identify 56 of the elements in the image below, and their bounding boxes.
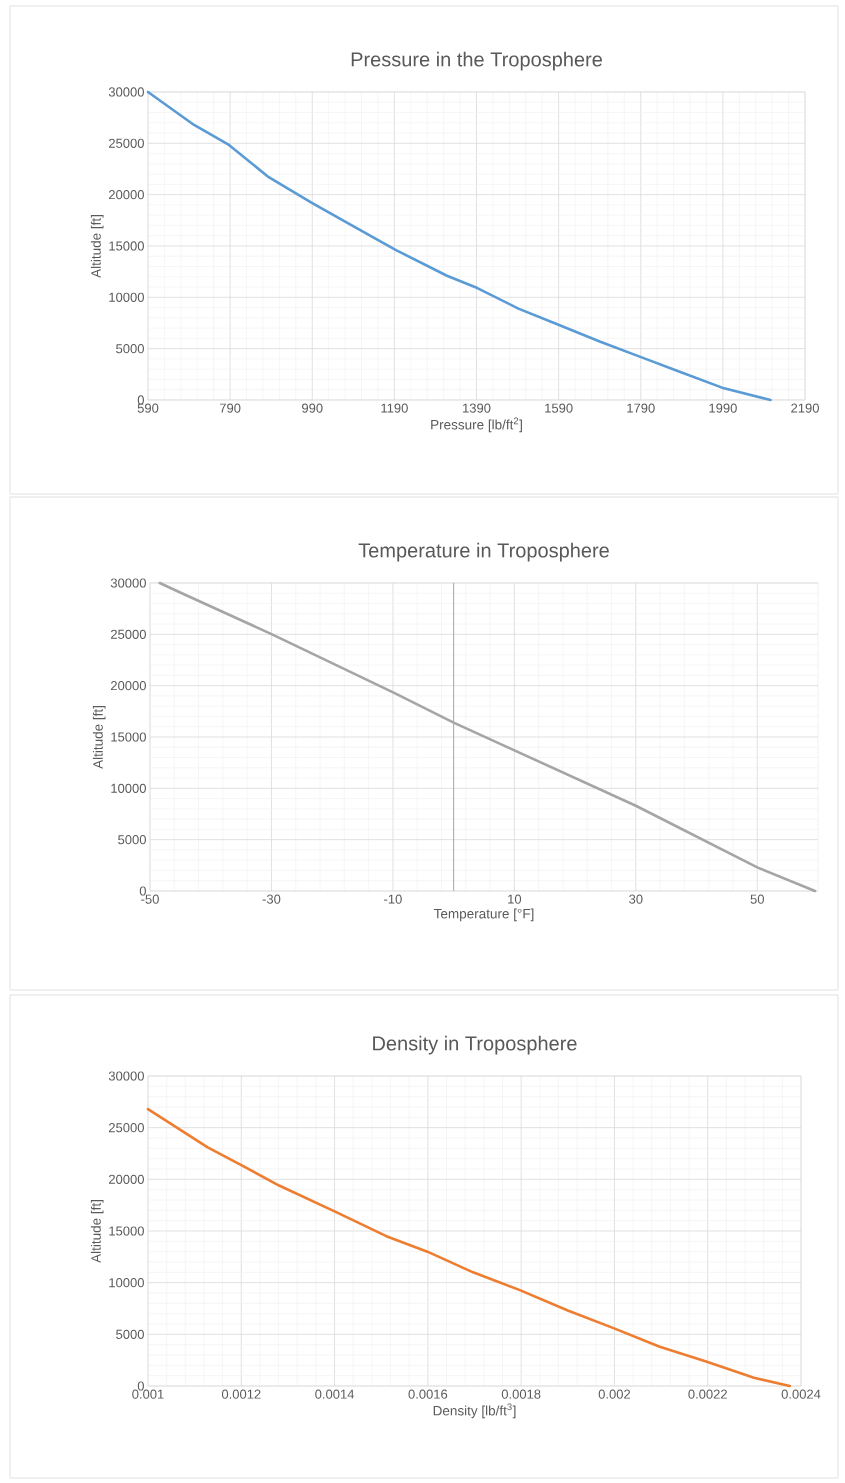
x-axis-title: Temperature [°F]: [433, 908, 534, 922]
y-tick-label: 30000: [108, 1071, 144, 1081]
x-tick-label: 0.001: [132, 1389, 164, 1399]
chart-title: Pressure in the Troposphere: [351, 51, 602, 71]
x-tick-label: -30: [262, 894, 281, 904]
x-tick-label: 0.002: [598, 1389, 631, 1399]
y-tick-label: 0: [137, 1381, 144, 1391]
y-tick-label: 20000: [108, 190, 144, 200]
line-series: [146, 90, 772, 402]
x-tick-label: 0.0022: [688, 1389, 727, 1399]
x-tick-label: 1390: [463, 403, 491, 413]
x-axis-title: Pressure [lb/ft$^{2}$]: [431, 417, 522, 433]
y-tick-label: 20000: [110, 681, 146, 691]
y-tick-label: 15000: [109, 1226, 144, 1236]
y-tick-label: 0: [139, 886, 146, 896]
x-tick-label: 0.0018: [501, 1389, 541, 1399]
x-tick-label: 1590: [545, 403, 573, 413]
y-axis-title: Altitude [ft]: [92, 706, 106, 769]
y-tick-label: 10000: [111, 783, 146, 793]
x-tick-label: 0.0016: [408, 1389, 448, 1399]
x-tick-label: 0.0024: [781, 1389, 821, 1399]
x-tick-label: 1190: [381, 403, 408, 413]
x-tick-label: 50: [750, 894, 764, 904]
x-axis-title: Density [lb/ft$^{3}$]: [433, 1403, 516, 1419]
x-tick-label: 10: [508, 894, 522, 904]
y-tick-label: 5000: [116, 1329, 144, 1339]
y-tick-label: 30000: [108, 87, 144, 97]
line-series: [158, 581, 817, 893]
y-tick-label: 30000: [110, 578, 146, 588]
y-tick-label: 25000: [108, 138, 144, 148]
y-tick-label: 0: [137, 395, 144, 405]
x-tick-label: 590: [137, 403, 159, 413]
y-tick-label: 25000: [108, 1123, 144, 1133]
chart-title: Density in Troposphere: [373, 1035, 577, 1055]
x-tick-label: 0.0012: [221, 1389, 261, 1399]
x-tick-label: 1790: [627, 403, 655, 413]
x-tick-label: 30: [629, 894, 643, 904]
x-tick-label: 990: [302, 403, 323, 413]
chart-title: Temperature in Troposphere: [358, 542, 609, 562]
y-tick-label: 5000: [118, 835, 146, 845]
x-tick-label: 2190: [791, 403, 819, 413]
y-axis-title: Altitude [ft]: [90, 1200, 104, 1263]
y-tick-label: 10000: [109, 1278, 144, 1288]
line-series: [146, 1107, 792, 1388]
x-tick-label: -50: [141, 894, 159, 904]
x-tick-label: -10: [384, 894, 402, 904]
y-tick-label: 5000: [116, 344, 144, 354]
y-tick-label: 20000: [108, 1174, 144, 1184]
y-tick-label: 25000: [110, 629, 146, 639]
y-tick-label: 10000: [109, 292, 144, 302]
y-tick-label: 15000: [109, 241, 144, 251]
x-tick-label: 1990: [709, 403, 737, 413]
y-axis-title: Altitude [ft]: [90, 215, 104, 278]
y-tick-label: 15000: [111, 732, 146, 742]
x-tick-label: 0.0014: [315, 1389, 355, 1399]
x-tick-label: 790: [219, 403, 241, 413]
